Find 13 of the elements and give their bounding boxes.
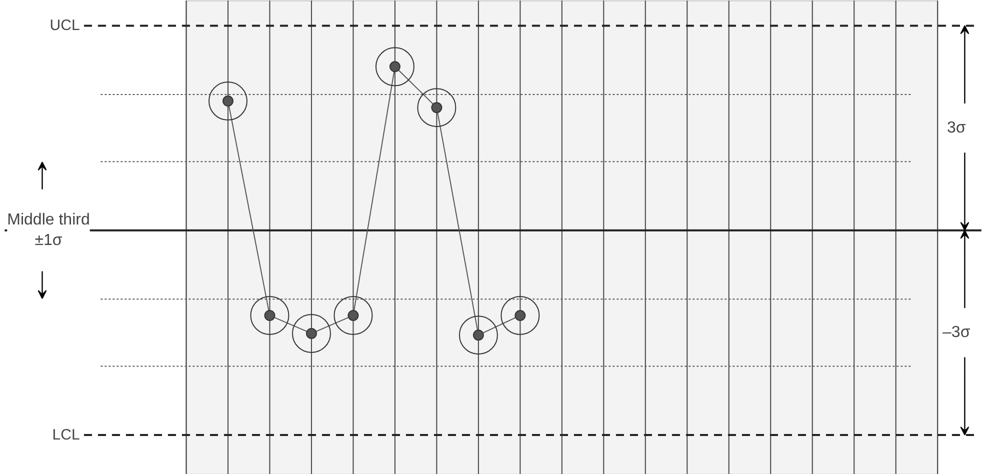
text: –3σ	[942, 324, 970, 342]
point	[250, 296, 290, 335]
point	[334, 296, 373, 335]
point	[208, 82, 248, 120]
ref-line-label: LCL	[52, 426, 80, 444]
point	[500, 296, 540, 335]
text: Middle third ±1σ	[7, 212, 90, 250]
point	[375, 47, 414, 86]
point	[417, 88, 456, 128]
point	[458, 316, 498, 355]
ref-line-label: UCL	[50, 17, 80, 34]
point	[292, 314, 331, 353]
text: 3σ	[946, 120, 966, 137]
